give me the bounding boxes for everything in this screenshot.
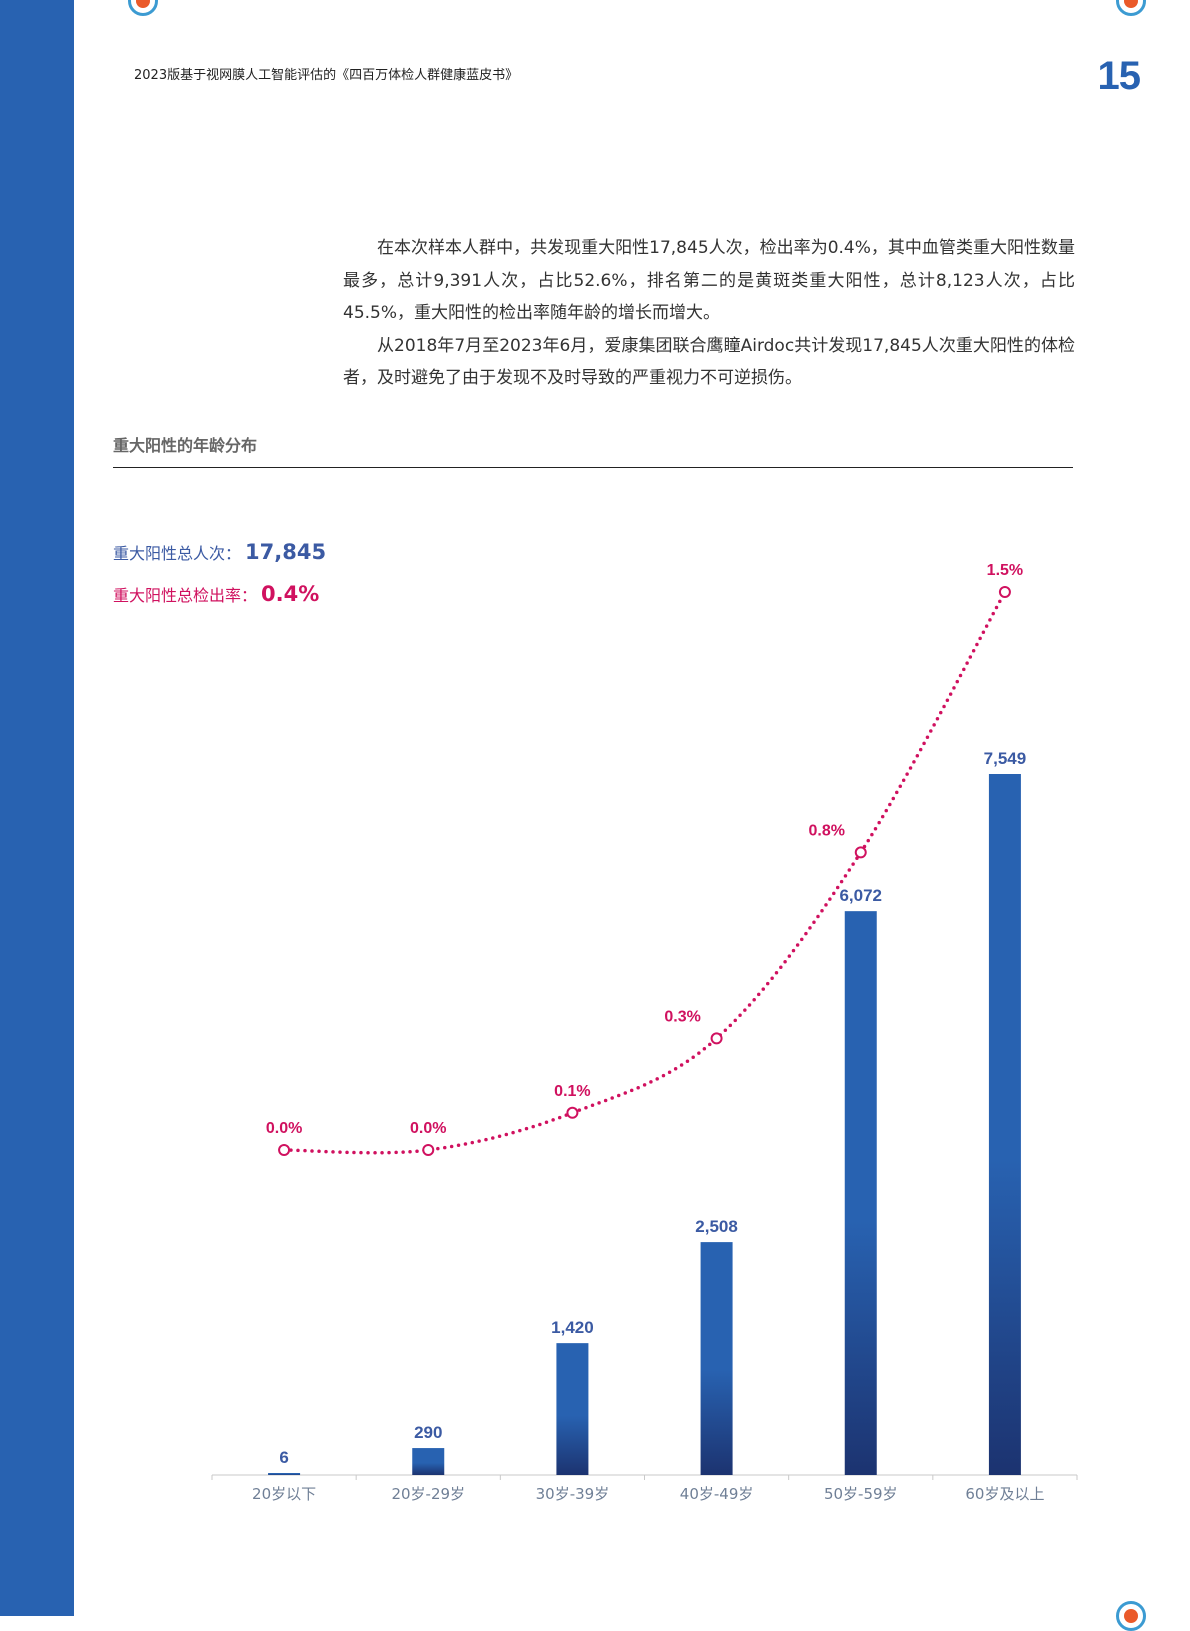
- x-tick-label: 60岁及以上: [965, 1485, 1044, 1503]
- x-tick-label: 50岁-59岁: [824, 1485, 898, 1503]
- section-title: 重大阳性的年龄分布: [113, 436, 258, 455]
- rate-point: [998, 586, 1011, 598]
- bar: [988, 774, 1021, 1475]
- body-text: 在本次样本人群中，共发现重大阳性17,845人次，检出率为0.4%，其中血管类重…: [343, 232, 1075, 395]
- bar: [268, 1473, 301, 1475]
- section-divider: [113, 467, 1073, 468]
- total-rate-stat: 重大阳性总检出率： 0.4%: [113, 582, 319, 606]
- paragraph: 在本次样本人群中，共发现重大阳性17,845人次，检出率为0.4%，其中血管类重…: [343, 238, 1075, 323]
- rate-value-label: 0.1%: [554, 1083, 590, 1100]
- rate-value-label: 0.0%: [266, 1120, 302, 1137]
- rate-point: [278, 1144, 291, 1156]
- running-header: 2023版基于视网膜人工智能评估的《四百万体检人群健康蓝皮书》: [134, 68, 519, 83]
- total-rate-value: 0.4%: [261, 582, 320, 606]
- sidebar-band: [0, 0, 74, 1616]
- rate-value-label: 1.5%: [987, 562, 1023, 579]
- total-count-label: 重大阳性总人次：: [113, 544, 242, 563]
- bar: [700, 1242, 733, 1475]
- bar-value-label: 7,549: [984, 749, 1027, 768]
- bar-value-label: 6,072: [839, 886, 882, 905]
- bar-value-label: 290: [414, 1423, 442, 1442]
- rate-point: [854, 846, 867, 859]
- total-count-stat: 重大阳性总人次： 17,845: [113, 540, 326, 564]
- rate-value-label: 0.8%: [809, 822, 845, 839]
- rate-value-label: 0.0%: [410, 1120, 446, 1137]
- total-count-value: 17,845: [245, 540, 327, 564]
- rate-line: [282, 590, 1007, 1155]
- paragraph: 从2018年7月至2023年6月，爱康集团联合鹰瞳Airdoc共计发现17,84…: [343, 335, 1075, 389]
- rate-value-label: 0.3%: [664, 1008, 700, 1025]
- x-tick-label: 40岁-49岁: [680, 1485, 754, 1503]
- bar-value-label: 6: [279, 1448, 288, 1467]
- x-tick-label: 20岁-29岁: [391, 1485, 465, 1503]
- rate-point: [566, 1106, 579, 1119]
- total-rate-label: 重大阳性总检出率：: [113, 586, 258, 605]
- rate-point: [710, 1032, 723, 1045]
- bar: [412, 1448, 445, 1475]
- bar-value-label: 1,420: [551, 1318, 594, 1337]
- bar: [556, 1343, 589, 1475]
- page-number: 15: [1097, 54, 1141, 98]
- bar-value-label: 2,508: [695, 1217, 738, 1236]
- rate-point: [422, 1144, 435, 1156]
- bar: [844, 911, 877, 1475]
- x-tick-label: 30岁-39岁: [536, 1485, 610, 1503]
- x-tick-label: 20岁以下: [252, 1485, 316, 1503]
